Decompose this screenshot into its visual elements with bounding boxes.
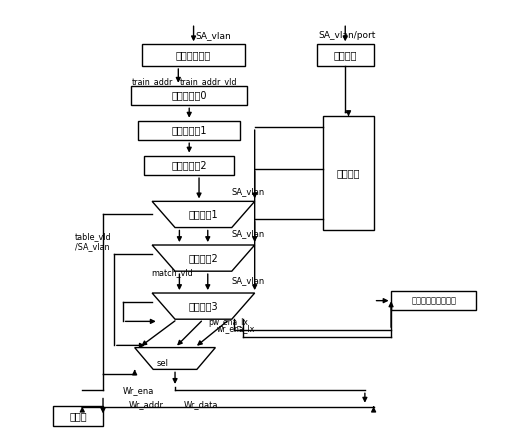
Text: SA_vlan/port: SA_vlan/port: [318, 31, 376, 40]
Bar: [138, 121, 241, 140]
Text: SA_vlan: SA_vlan: [232, 277, 265, 286]
Bar: [53, 407, 103, 426]
Text: SA_vlan: SA_vlan: [232, 187, 265, 196]
Text: SA_vlan: SA_vlan: [196, 31, 231, 40]
Text: Wr_addr: Wr_addr: [129, 400, 164, 410]
Bar: [142, 44, 245, 66]
Text: 判断电路3: 判断电路3: [188, 301, 218, 311]
Polygon shape: [135, 347, 215, 370]
Bar: [391, 291, 476, 310]
Text: sel: sel: [156, 359, 168, 368]
Polygon shape: [152, 202, 254, 228]
Text: table_vld
/SA_vlan: table_vld /SA_vlan: [75, 232, 111, 251]
Text: match_vld: match_vld: [151, 268, 193, 277]
Text: 转发表优先选择电路: 转发表优先选择电路: [411, 296, 456, 305]
Text: 判断电路2: 判断电路2: [188, 253, 218, 263]
Text: train_addr: train_addr: [131, 78, 173, 87]
Text: 锁存寄存剘2: 锁存寄存剘2: [171, 160, 207, 170]
Polygon shape: [152, 293, 254, 319]
Text: train_addr_vld: train_addr_vld: [179, 78, 237, 87]
Text: wr_ena_lx: wr_ena_lx: [216, 324, 255, 333]
Polygon shape: [152, 245, 254, 271]
Text: SA_vlan: SA_vlan: [232, 229, 265, 238]
Text: 锁存寄存剘1: 锁存寄存剘1: [171, 126, 207, 135]
Text: Wr_ena: Wr_ena: [123, 387, 154, 396]
Bar: [144, 156, 234, 175]
Text: 延迟模块: 延迟模块: [337, 168, 360, 178]
Text: 哈希计算模块: 哈希计算模块: [176, 50, 211, 60]
Text: 判断电路1: 判断电路1: [188, 210, 218, 220]
Text: Wr_data: Wr_data: [184, 400, 218, 410]
Text: 转发表: 转发表: [69, 412, 87, 421]
Bar: [317, 44, 373, 66]
Bar: [131, 86, 247, 105]
Text: 锁存寄存剘0: 锁存寄存剘0: [171, 91, 207, 100]
Bar: [323, 116, 373, 230]
Text: pw_ena_lx: pw_ena_lx: [208, 318, 248, 327]
Text: 延迟模块: 延迟模块: [333, 50, 357, 60]
